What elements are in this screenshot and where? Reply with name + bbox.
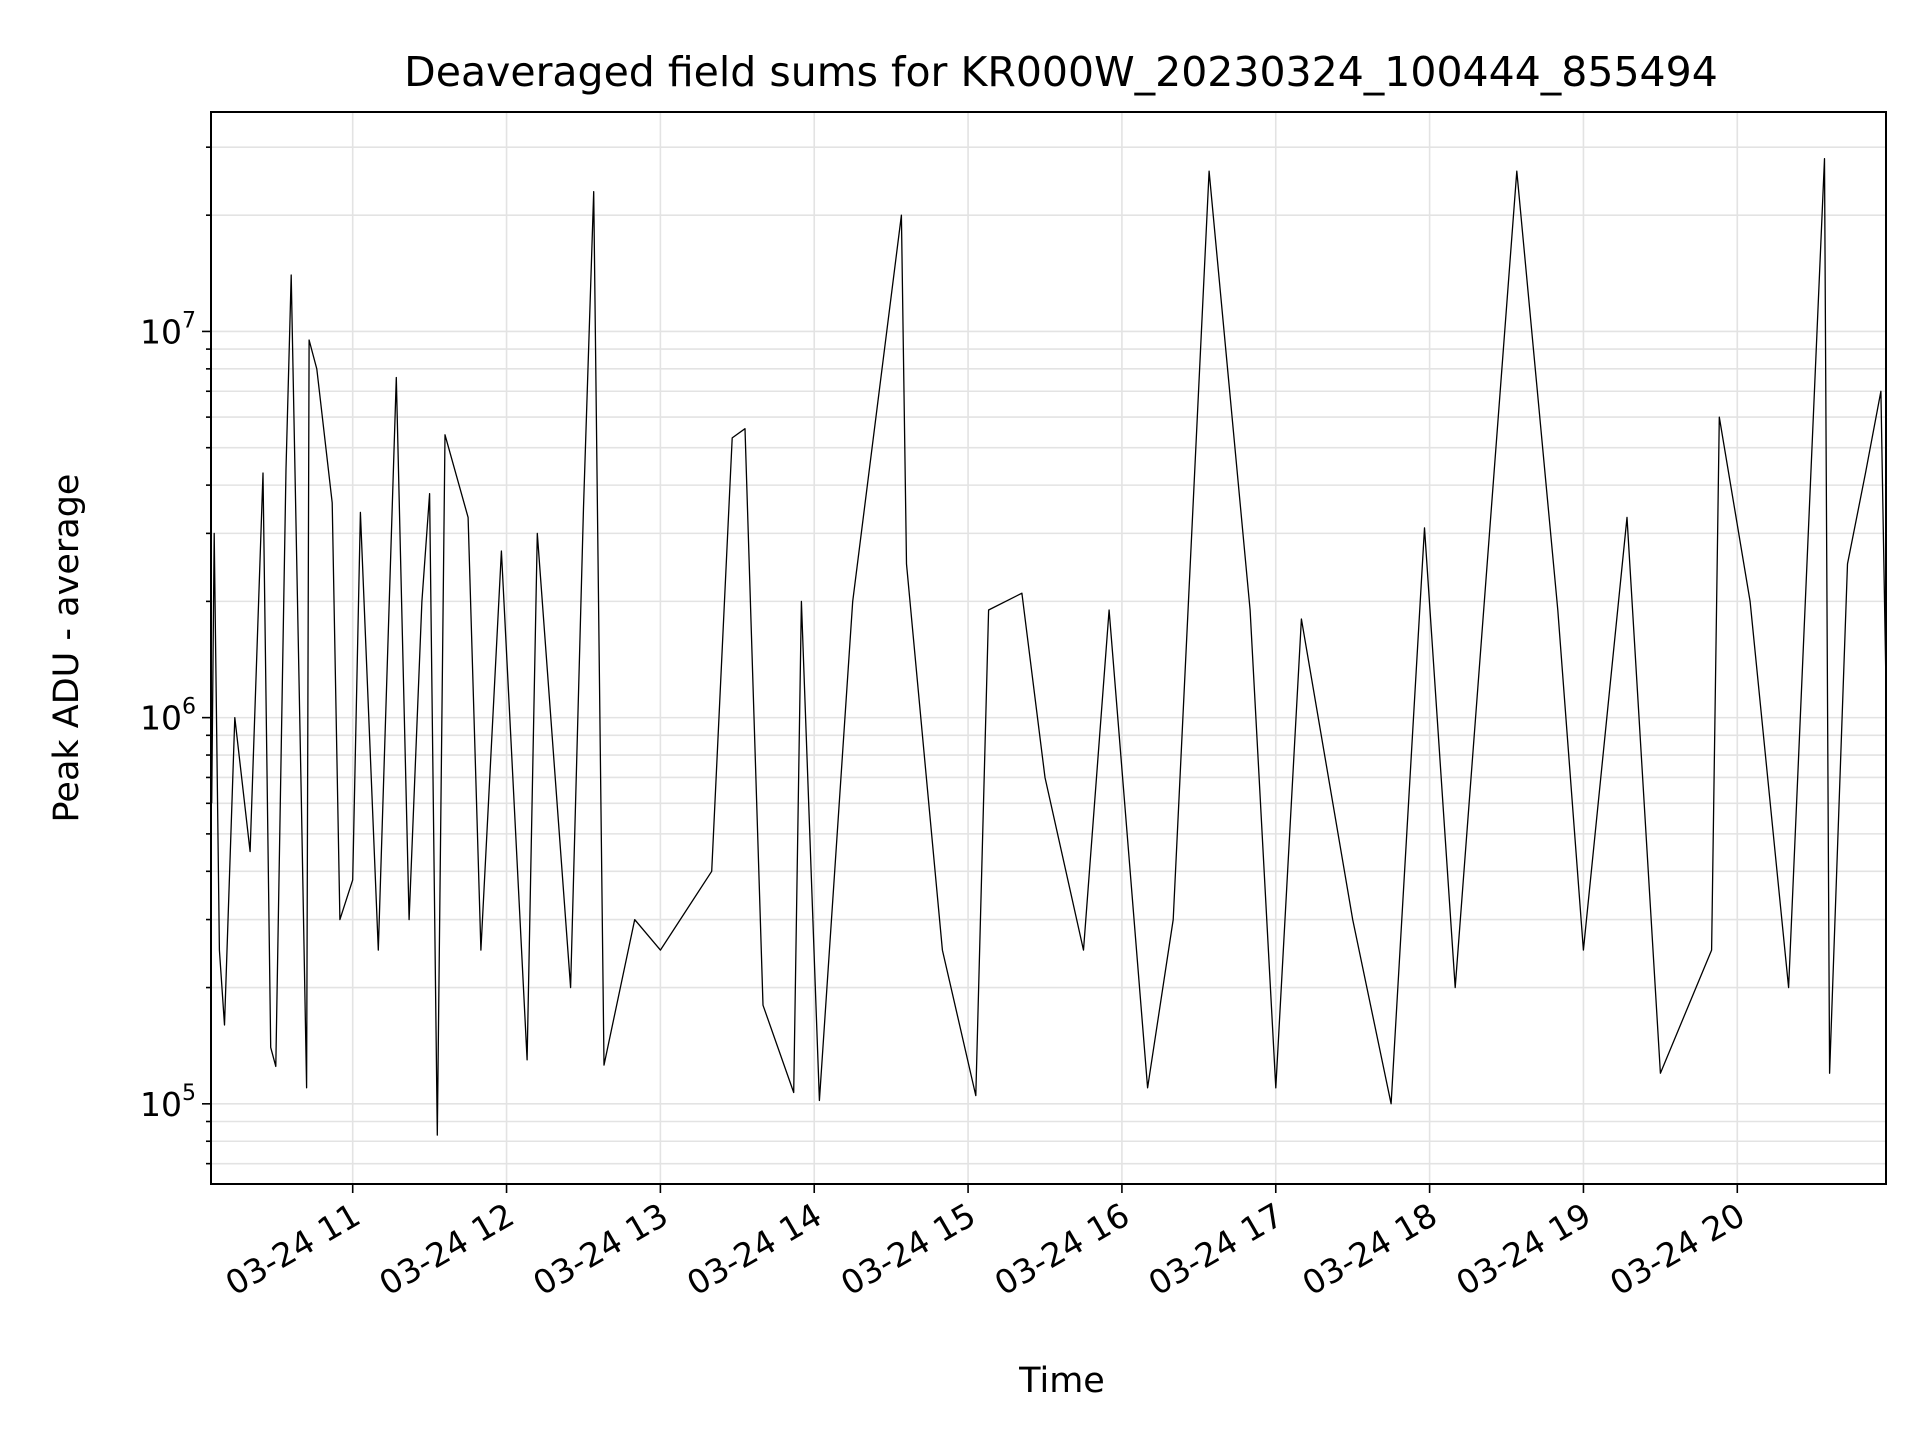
x-axis-label: Time bbox=[1018, 1361, 1105, 1401]
y-tick-label: 105 bbox=[140, 1081, 196, 1124]
series-line bbox=[211, 158, 1887, 1136]
grid bbox=[211, 112, 1886, 1184]
y-tick-label: 106 bbox=[140, 695, 196, 738]
plot-frame bbox=[210, 111, 1887, 1185]
y-axis-label: Peak ADU - average bbox=[47, 474, 87, 823]
y-tick-label: 107 bbox=[140, 308, 196, 351]
chart-title: Deaveraged field sums for KR000W_2023032… bbox=[404, 48, 1718, 96]
